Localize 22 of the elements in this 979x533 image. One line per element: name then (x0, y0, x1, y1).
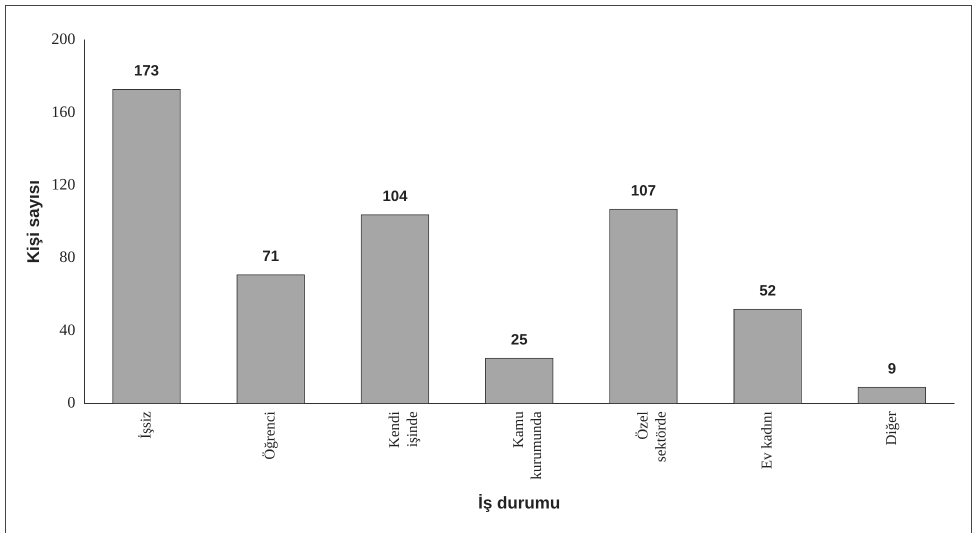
y-tick-label: 160 (51, 104, 76, 121)
data-label: 52 (759, 282, 776, 300)
data-label: 25 (510, 332, 528, 349)
x-tick-label: İşsiz (137, 410, 154, 439)
data-label: 71 (262, 248, 280, 265)
x-axis-title: İş durumu (478, 493, 560, 512)
x-tick-label: Ev kadını (760, 411, 776, 470)
x-tick-label: Özel sektörde (634, 410, 670, 462)
y-tick-label: 0 (67, 394, 76, 412)
x-tick-label: Öğrenci (262, 411, 279, 460)
x-tick-label: Kamu kurumunda (511, 410, 546, 480)
data-label: 9 (888, 360, 896, 378)
x-tick-label: Diğer (884, 411, 900, 446)
data-label: 104 (382, 188, 408, 206)
y-axis-title: Kişi sayısı (24, 180, 43, 264)
y-tick-label: 40 (59, 322, 76, 339)
data-label: 173 (134, 62, 160, 80)
data-label: 107 (630, 182, 656, 200)
x-tick-label: Kendi işinde (386, 410, 421, 448)
y-tick-label: 120 (51, 176, 76, 194)
y-tick-label: 200 (51, 31, 76, 48)
y-tick-label: 80 (59, 249, 76, 266)
